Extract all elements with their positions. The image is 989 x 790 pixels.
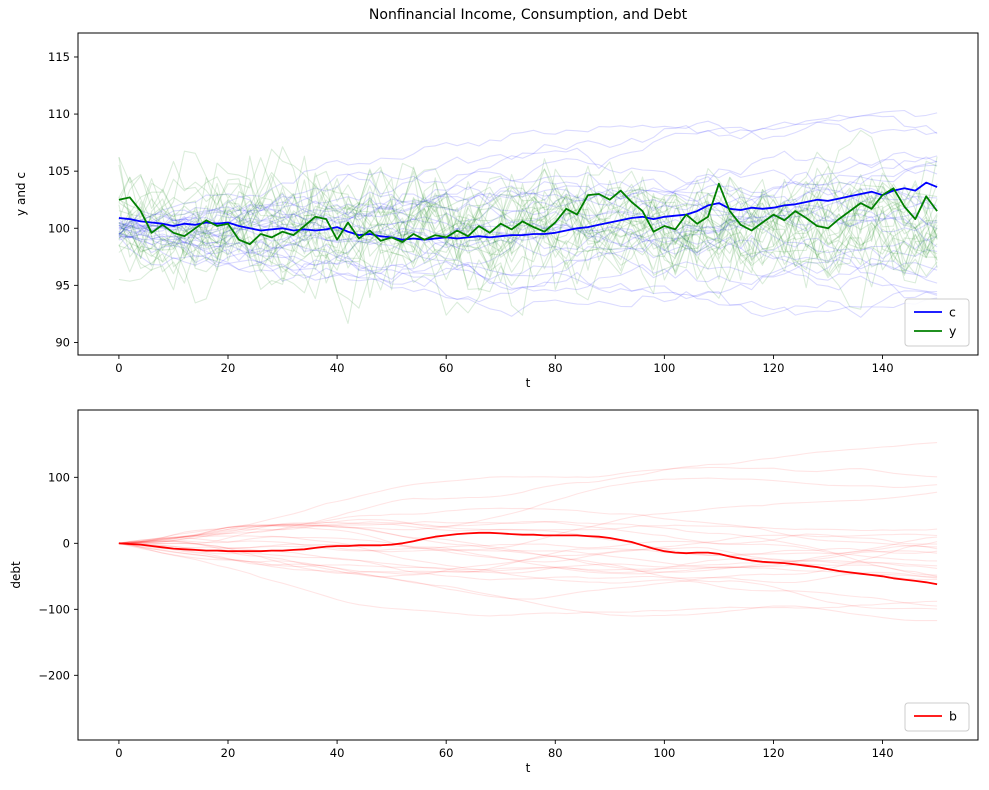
bottom-chart-y-ticks: −200 −100 0 100: [38, 470, 78, 682]
svg-text:100: 100: [48, 470, 70, 484]
svg-text:80: 80: [548, 746, 563, 760]
bottom-chart-spines: [77, 409, 979, 741]
svg-text:115: 115: [48, 50, 70, 64]
svg-text:140: 140: [872, 746, 894, 760]
svg-text:60: 60: [439, 361, 454, 375]
top-chart-xlabel: t: [526, 376, 531, 390]
svg-text:105: 105: [48, 164, 70, 178]
svg-text:100: 100: [48, 221, 70, 235]
series-line-y: [118, 182, 938, 246]
svg-text:40: 40: [330, 361, 345, 375]
svg-text:90: 90: [55, 335, 70, 349]
top-chart-legend: cy: [904, 298, 970, 347]
svg-text:80: 80: [548, 361, 563, 375]
series-line-b: [118, 531, 938, 586]
top-chart-axes: 0 20 40 60 80 100 120 140 90 95 100 105 110 115 t y and…: [14, 32, 979, 390]
debt-simulated-paths: [118, 442, 938, 622]
income-simulated-paths: [118, 129, 938, 324]
top-chart-ylabel: y and c: [14, 172, 28, 216]
consumption-simulated-paths: [118, 109, 938, 318]
top-chart-spines: [77, 32, 979, 356]
svg-text:110: 110: [48, 107, 70, 121]
bottom-chart-legend: b: [904, 702, 970, 732]
svg-text:100: 100: [653, 746, 675, 760]
svg-text:140: 140: [872, 361, 894, 375]
svg-text:120: 120: [762, 361, 784, 375]
svg-text:20: 20: [221, 746, 236, 760]
top-chart-x-ticks: 0 20 40 60 80 100 120 140: [115, 355, 894, 375]
svg-text:0: 0: [115, 746, 122, 760]
bottom-chart-ylabel: debt: [9, 561, 23, 589]
svg-text:0: 0: [115, 361, 122, 375]
svg-text:60: 60: [439, 746, 454, 760]
svg-text:0: 0: [63, 536, 70, 550]
svg-text:95: 95: [55, 278, 70, 292]
svg-text:−100: −100: [38, 602, 70, 616]
svg-text:120: 120: [762, 746, 784, 760]
legend-label-c: c: [949, 305, 956, 320]
svg-text:20: 20: [221, 361, 236, 375]
series-line-c: [118, 181, 938, 241]
bottom-chart-x-ticks: 0 20 40 60 80 100 120 140: [115, 740, 894, 760]
svg-text:40: 40: [330, 746, 345, 760]
legend-label-y: y: [949, 324, 957, 339]
chart-title: Nonfinancial Income, Consumption, and De…: [368, 7, 688, 23]
bottom-chart-axes: 0 20 40 60 80 100 120 140 −200 −100 0 100 t debt b: [9, 409, 979, 775]
top-chart-y-ticks: 90 95 100 105 110 115: [48, 50, 78, 349]
svg-text:100: 100: [653, 361, 675, 375]
svg-text:−200: −200: [38, 668, 70, 682]
bottom-chart-xlabel: t: [526, 761, 531, 775]
legend-label-b: b: [949, 709, 957, 724]
